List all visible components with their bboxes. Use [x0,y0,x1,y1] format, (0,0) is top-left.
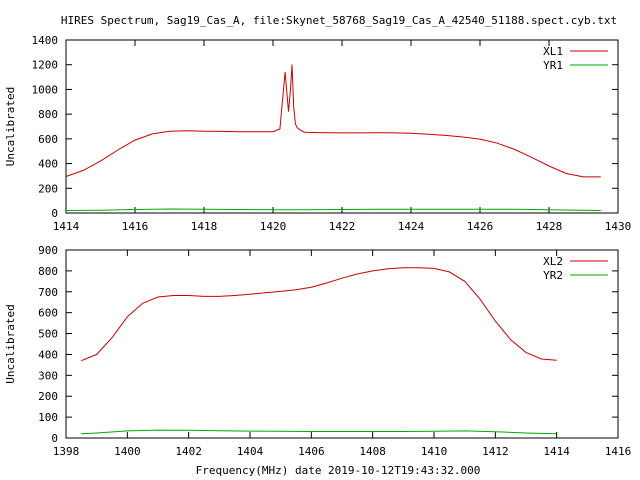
y-tick-label: 600 [38,307,58,320]
legend-label: YR2 [543,269,563,282]
x-tick-label: 1420 [260,220,287,233]
x-tick-label: 1408 [359,445,386,458]
top-spectrum-panel: 1414 1416 1418 1420 1422 1424 1426 1428 1430 0 200… [4,34,631,233]
series-line-xl2 [81,267,557,362]
y-tick-label: 700 [38,286,58,299]
x-tick-label: 1398 [53,445,80,458]
x-tick-label: 1416 [122,220,149,233]
bottom-spectrum-panel: 1398 1400 1402 1404 1406 1408 1410 1412 1414 1416… [4,244,631,458]
x-tick-label: 1400 [114,445,141,458]
y-tick-label: 800 [38,265,58,278]
y-tick-label: 800 [38,108,58,121]
x-axis-label: Frequency(MHz) date 2019-10-12T19:43:32.… [196,464,481,477]
y-tick-label: 1400 [32,34,59,47]
x-tick-label: 1430 [605,220,632,233]
legend-label: YR1 [543,59,563,72]
plot-frame [65,249,619,439]
y-tick-label: 200 [38,182,58,195]
x-tick-label: 1424 [398,220,425,233]
y-axis-label: Uncalibrated [4,304,17,383]
y-tick-label: 0 [51,432,58,445]
x-tick-label: 1404 [237,445,264,458]
x-tick-label: 1412 [482,445,509,458]
y-tick-label: 0 [51,207,58,220]
y-tick-label: 1000 [32,83,59,96]
legend-label: XL2 [543,255,563,268]
y-tick-label: 600 [38,133,58,146]
series-line-xl1 [65,64,601,178]
x-tick-label: 1428 [536,220,563,233]
y-tick-label: 500 [38,328,58,341]
x-tick-label: 1416 [605,445,632,458]
x-tick-label: 1406 [298,445,325,458]
x-tick-label: 1422 [329,220,356,233]
y-axis-label: Uncalibrated [4,87,17,166]
plot-frame [65,39,619,214]
y-tick-label: 400 [38,348,58,361]
y-tick-label: 100 [38,411,58,424]
y-tick-label: 900 [38,244,58,257]
y-tick-label: 200 [38,390,58,403]
y-tick-label: 400 [38,158,58,171]
legend-label: XL1 [543,45,563,58]
x-tick-label: 1426 [467,220,494,233]
x-tick-label: 1418 [191,220,218,233]
series-line-yr1 [65,208,601,211]
x-tick-label: 1414 [53,220,80,233]
x-tick-label: 1402 [175,445,202,458]
x-tick-label: 1414 [543,445,570,458]
x-tick-label: 1410 [421,445,448,458]
y-tick-label: 300 [38,369,58,382]
figure-title: HIRES Spectrum, Sag19_Cas_A, file:Skynet… [61,14,617,27]
series-line-yr2 [81,429,557,435]
y-tick-label: 1200 [32,59,59,72]
